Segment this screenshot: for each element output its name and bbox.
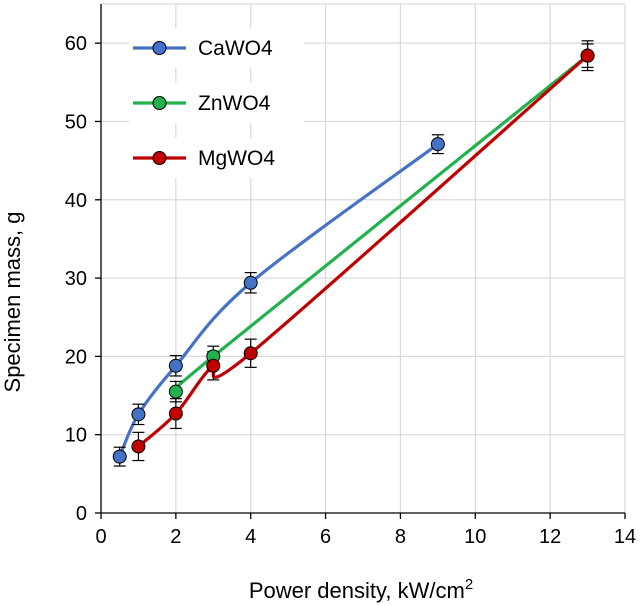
x-tick-label: 4 (245, 526, 256, 548)
data-point-cawo4 (168, 358, 183, 373)
data-point-cawo4 (112, 449, 127, 464)
x-tick-label: 12 (539, 526, 561, 548)
y-tick-label: 40 (65, 190, 87, 212)
data-point-mgwo4 (243, 346, 258, 361)
x-tick-label: 10 (464, 526, 486, 548)
data-point-mgwo4 (168, 406, 183, 421)
legend-label-cawo4: CaWO4 (198, 37, 273, 60)
x-axis-title-main: Power density, kW/cm (249, 578, 465, 603)
y-tick-label: 50 (65, 111, 87, 133)
y-tick-label: 0 (76, 503, 87, 525)
legend-label-mgwo4: MgWO4 (198, 147, 275, 170)
x-axis-title-superscript: 2 (465, 576, 473, 593)
y-tick-label: 60 (65, 33, 87, 55)
legend-marker-cawo4 (152, 41, 167, 55)
legend-marker-znwo4 (152, 96, 167, 110)
legend-label-znwo4: ZnWO4 (198, 92, 271, 115)
y-axis-title: Specimen mass, g (0, 212, 25, 393)
x-axis-title: Power density, kW/cm2 (249, 576, 473, 603)
data-point-mgwo4 (206, 358, 221, 373)
x-tick-label: 2 (170, 526, 181, 548)
data-markers (112, 48, 595, 464)
y-tick-label: 20 (65, 346, 87, 368)
tick-labels: 0 2 4 6 8 10 12 14 0 10 20 30 40 50 60 (65, 33, 636, 548)
axes (95, 4, 626, 519)
x-tick-label: 6 (320, 526, 331, 548)
series-line-cawo4 (118, 142, 440, 459)
legend: CaWO4 ZnWO4 MgWO4 (129, 28, 304, 178)
data-point-mgwo4 (131, 439, 146, 454)
legend-marker-mgwo4 (152, 151, 167, 165)
x-tick-label: 0 (95, 526, 106, 548)
data-point-mgwo4 (580, 48, 595, 63)
x-tick-label: 14 (614, 526, 636, 548)
data-point-cawo4 (243, 275, 258, 290)
x-tick-label: 8 (395, 526, 406, 548)
data-point-znwo4 (168, 384, 183, 399)
y-tick-label: 30 (65, 268, 87, 290)
grid-lines (101, 3, 626, 513)
data-point-cawo4 (430, 137, 445, 152)
y-tick-label: 10 (65, 425, 87, 447)
data-point-cawo4 (131, 407, 146, 422)
